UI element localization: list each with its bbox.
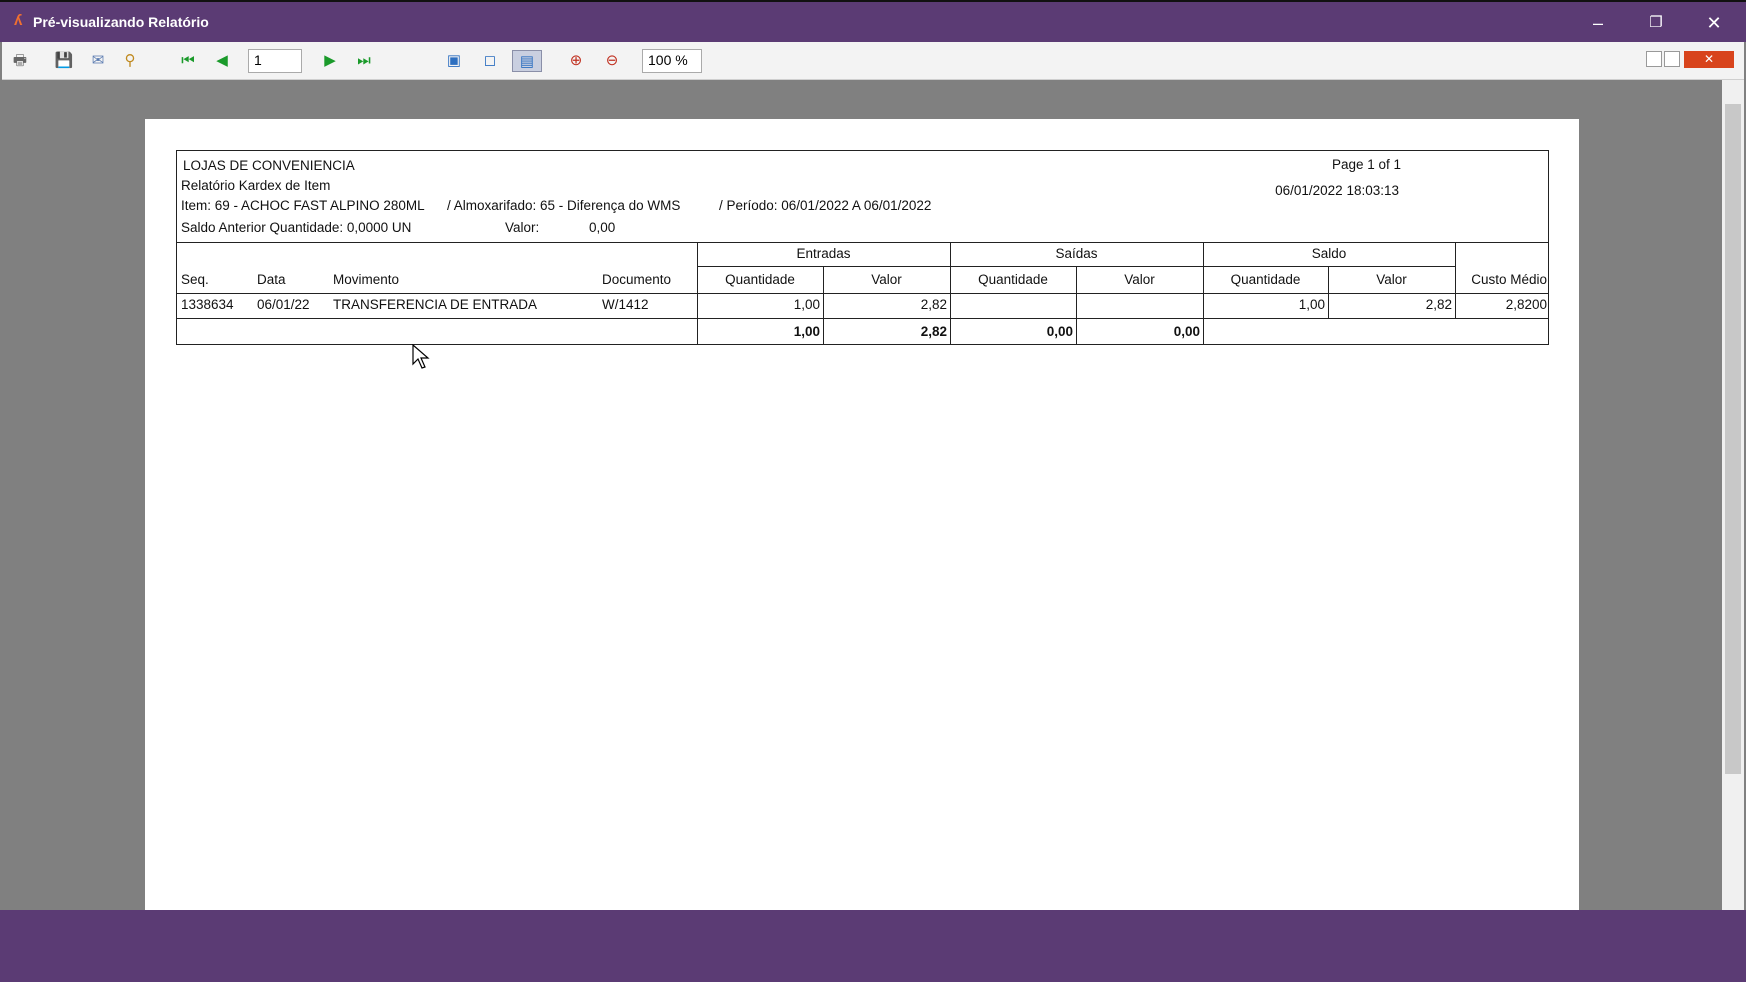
minimize-button[interactable]: – — [1592, 13, 1603, 33]
almoxarifado-info: / Almoxarifado: 65 - Diferença do WMS — [447, 198, 681, 213]
cell-data: 06/01/22 — [257, 297, 310, 312]
app-logo-icon: ʎ — [14, 12, 23, 29]
whole-page-icon[interactable]: ◻ — [483, 52, 497, 69]
scrollbar-thumb[interactable] — [1725, 104, 1741, 774]
email-icon[interactable]: ✉ — [91, 52, 105, 69]
cell-entradas-valor: 2,82 — [920, 297, 947, 312]
zoom-in-icon[interactable]: ⊕ — [569, 52, 583, 69]
page-info: Page 1 of 1 — [1331, 157, 1401, 172]
header-movimento: Movimento — [333, 272, 400, 287]
toolbar: 🖶 💾 ✉ ⚲ ⏮ ◀ 1 ▶ ⏭ ▣ ◻ ▤ ⊕ ⊖ 100 % ✕ — [2, 42, 1744, 80]
prev-page-icon[interactable]: ◀ — [216, 52, 228, 69]
save-icon[interactable]: 💾 — [54, 52, 74, 69]
total-saidas-quantidade: 0,00 — [1046, 324, 1073, 339]
header-documento: Documento — [602, 272, 672, 287]
header-saidas-valor: Valor — [1124, 272, 1155, 287]
window-title: Pré-visualizando Relatório — [33, 14, 209, 30]
periodo-info: / Período: 06/01/2022 A 06/01/2022 — [719, 198, 932, 213]
bottom-bar — [0, 910, 1746, 982]
saldo-anterior: Saldo Anterior Quantidade: 0,0000 UN — [181, 220, 412, 235]
inner-minimize-button[interactable] — [1646, 51, 1662, 67]
group-saidas: Saídas — [1055, 246, 1098, 261]
group-entradas: Entradas — [796, 246, 851, 261]
header-saldo-valor: Valor — [1376, 272, 1407, 287]
inner-maximize-button[interactable] — [1664, 51, 1680, 67]
header-saidas-quantidade: Quantidade — [978, 272, 1048, 287]
page-number-input[interactable]: 1 — [248, 49, 302, 73]
zoom-out-icon[interactable]: ⊖ — [605, 52, 619, 69]
title-bar: ʎ Pré-visualizando Relatório – ❐ ✕ — [0, 0, 1746, 42]
next-page-icon[interactable]: ▶ — [324, 52, 336, 69]
valor-value: 0,00 — [589, 220, 616, 235]
last-page-icon[interactable]: ⏭ — [357, 52, 371, 69]
header-seq: Seq. — [181, 272, 209, 287]
total-entradas-valor: 2,82 — [920, 324, 947, 339]
cell-entradas-quantidade: 1,00 — [793, 297, 820, 312]
group-saldo: Saldo — [1311, 246, 1347, 261]
inner-close-button[interactable]: ✕ — [1684, 51, 1734, 68]
cell-documento: W/1412 — [602, 297, 649, 312]
search-icon[interactable]: ⚲ — [124, 52, 136, 69]
cell-seq: 1338634 — [181, 297, 234, 312]
restore-button[interactable]: ❐ — [1649, 14, 1663, 31]
report-page: LOJAS DE CONVENIENCIA Relatório Kardex d… — [145, 119, 1579, 910]
header-entradas-quantidade: Quantidade — [725, 272, 795, 287]
page-width-icon[interactable]: ▣ — [446, 52, 462, 69]
print-icon[interactable]: 🖶 — [12, 52, 28, 69]
header-saldo-quantidade: Quantidade — [1230, 272, 1301, 287]
valor-label: Valor: — [505, 220, 540, 235]
cell-custo-medio: 2,8200 — [1505, 297, 1547, 312]
header-data: Data — [257, 272, 286, 287]
first-page-icon[interactable]: ⏮ — [181, 52, 195, 69]
header-custo-medio: Custo Médio — [1471, 272, 1547, 287]
report-title: Relatório Kardex de Item — [181, 178, 331, 193]
mouse-cursor-icon — [412, 344, 430, 369]
header-entradas-valor: Valor — [871, 272, 902, 287]
close-button[interactable]: ✕ — [1706, 13, 1722, 33]
report-datetime: 06/01/2022 18:03:13 — [1275, 183, 1399, 198]
cell-saldo-valor: 2,82 — [1425, 297, 1452, 312]
cell-movimento: TRANSFERENCIA DE ENTRADA — [333, 297, 538, 312]
cell-saldo-quantidade: 1,00 — [1298, 297, 1325, 312]
total-saidas-valor: 0,00 — [1173, 324, 1200, 339]
company-name: LOJAS DE CONVENIENCIA — [183, 158, 355, 173]
zoom-input[interactable]: 100 % — [642, 49, 702, 73]
full-screen-icon[interactable]: ▤ — [512, 50, 542, 72]
total-entradas-quantidade: 1,00 — [793, 324, 820, 339]
item-info: Item: 69 - ACHOC FAST ALPINO 280ML — [181, 198, 425, 213]
